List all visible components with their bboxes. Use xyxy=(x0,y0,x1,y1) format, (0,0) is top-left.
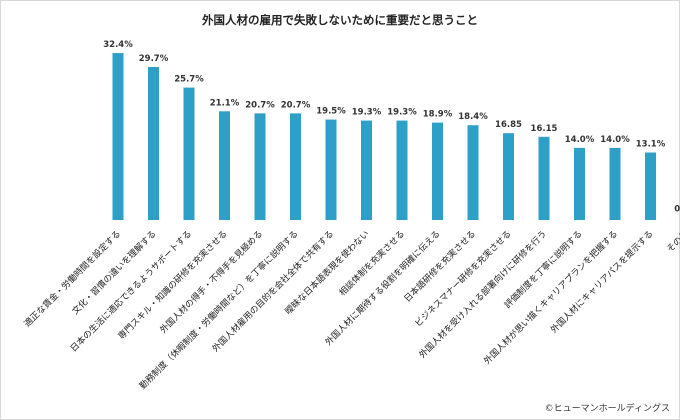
copyright-text: ©ヒューマンホールディングス xyxy=(544,404,670,414)
data-label: 19.3% xyxy=(387,108,417,118)
bar xyxy=(467,125,479,220)
bar xyxy=(148,67,159,220)
bar xyxy=(574,147,585,220)
category-label: 相談体制を充実させる xyxy=(336,228,407,299)
bar xyxy=(254,113,266,220)
bar xyxy=(396,120,408,220)
bar xyxy=(361,120,372,220)
data-label: 16.85 xyxy=(495,120,522,130)
data-label: 18.4% xyxy=(458,112,488,122)
data-label: 29.7% xyxy=(139,54,169,64)
category-label: 外国人材を受け入れる部署向けに研修を行う xyxy=(416,228,549,361)
bar xyxy=(112,53,124,220)
data-label: 20.7% xyxy=(281,100,311,110)
bar xyxy=(538,136,550,220)
bar xyxy=(325,119,337,220)
data-label: 14.0% xyxy=(600,135,630,145)
data-label: 19.3% xyxy=(352,108,382,118)
chart-title: 外国人材の雇用で失敗しないために重要だと思うこと xyxy=(202,13,478,27)
category-label: 外国人材が思い描くキャリアプランを把握する xyxy=(481,228,620,367)
category-label: 勤務制度（休暇制度・労働時間など）を丁寧に説明する xyxy=(137,228,301,392)
category-label: 外国人材雇用の目的を会社全体で共有する xyxy=(209,228,336,355)
data-label: 19.5% xyxy=(316,107,346,117)
data-label: 0.5% xyxy=(674,204,680,214)
bar xyxy=(432,122,443,220)
data-label: 21.1% xyxy=(210,98,240,108)
bar xyxy=(609,147,621,220)
data-label: 25.7% xyxy=(174,75,204,85)
category-label: 日本の生活に適応できるようサポートする xyxy=(68,228,195,355)
bar xyxy=(503,133,514,220)
data-label: 18.9% xyxy=(423,110,453,120)
bar xyxy=(290,113,301,220)
data-label: 32.4% xyxy=(103,40,133,50)
data-label: 20.7% xyxy=(245,100,275,110)
bar xyxy=(645,152,656,220)
data-label: 14.0% xyxy=(565,135,595,145)
category-label: 日本語研修を充実させる xyxy=(401,228,478,305)
bar xyxy=(219,111,230,220)
category-label: その他 xyxy=(664,228,680,255)
bar xyxy=(183,87,195,220)
data-label: 16.15 xyxy=(531,124,558,134)
data-label: 13.1% xyxy=(636,140,666,150)
